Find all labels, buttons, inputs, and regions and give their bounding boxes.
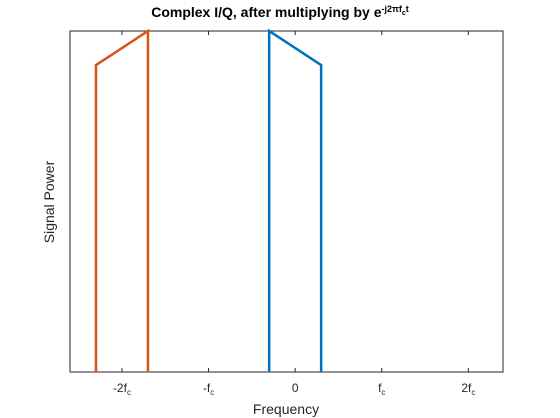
x-tick-label: 0 (292, 381, 299, 395)
x-tick-label-sub: c (210, 388, 214, 397)
x-tick-label: -2fc (113, 381, 131, 397)
x-tick-label-sub: c (471, 388, 475, 397)
x-tick-label-base: f (378, 381, 382, 395)
x-tick-label-base: -2f (113, 381, 128, 395)
x-tick-label-base: -f (203, 381, 211, 395)
plot-area (69, 30, 504, 373)
chart-title: Complex I/Q, after multiplying by e-j2πf… (151, 4, 409, 20)
series-line-2 (94, 28, 150, 372)
x-ticks: -2fc -fc 0 fc 2fc (113, 31, 475, 397)
x-tick-label: 2fc (461, 381, 475, 397)
x-tick-label-base: 2f (461, 381, 472, 395)
x-tick-label-sub: c (381, 388, 385, 397)
series-group (94, 28, 323, 372)
x-tick-label-base: 0 (292, 381, 299, 395)
chart-title-exponent-tail: t (406, 4, 409, 14)
chart-title-exponent: -j2πf (381, 4, 402, 14)
chart-title-exponent-sub: c (402, 10, 406, 17)
y-axis-label: Signal Power (41, 160, 57, 243)
series-line-1 (267, 28, 323, 372)
x-tick-label-sub: c (127, 388, 131, 397)
x-tick-label: -fc (203, 381, 214, 397)
x-axis-label: Frequency (253, 401, 319, 417)
x-tick-label: fc (378, 381, 385, 397)
chart-title-base: Complex I/Q, after multiplying by e (151, 4, 381, 20)
